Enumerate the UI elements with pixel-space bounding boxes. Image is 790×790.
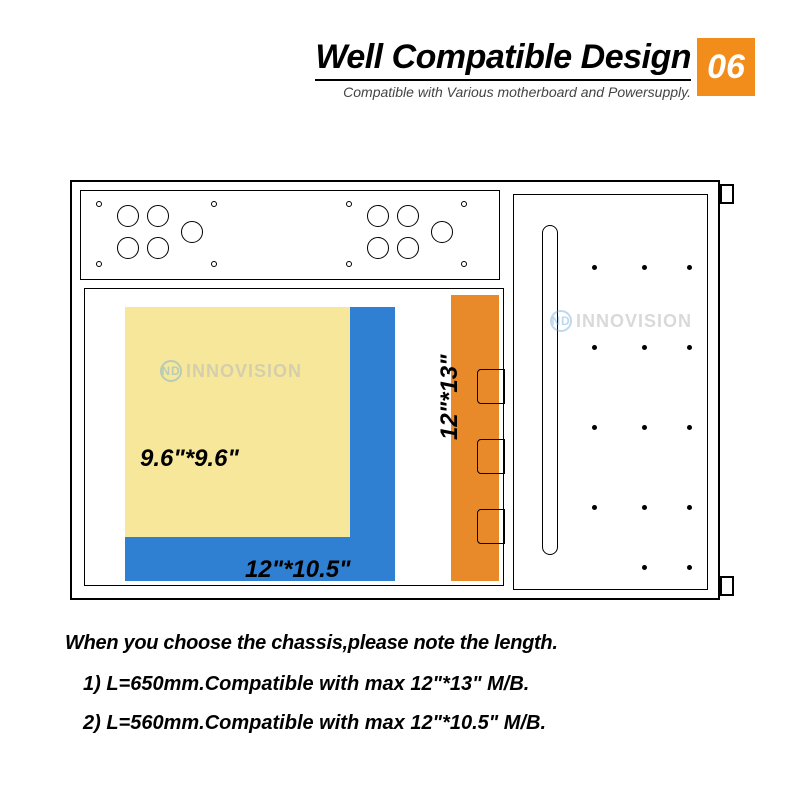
page-subtitle: Compatible with Various motherboard and … <box>315 84 691 100</box>
standoff-dot-icon <box>642 505 647 510</box>
standoff-dot-icon <box>687 505 692 510</box>
fan-bracket-icon <box>477 509 505 544</box>
cable-slot <box>542 225 558 555</box>
mount-hole-icon <box>367 237 389 259</box>
standoff-dot-icon <box>642 265 647 270</box>
watermark-text: INNOVISION <box>576 311 692 332</box>
standoff-dot-icon <box>592 425 597 430</box>
mount-hole-icon <box>367 205 389 227</box>
watermark: ND INNOVISION <box>160 360 302 382</box>
rack-ear-bottom <box>720 576 734 596</box>
footer-option-1: 1) L=650mm.Compatible with max 12"*13" M… <box>83 673 725 696</box>
screw-hole-icon <box>461 261 467 267</box>
chassis-outline <box>70 180 720 600</box>
fan-bracket-icon <box>477 439 505 474</box>
chassis-diagram: 9.6"*9.6" 12"*10.5" 12"*13" ND INNOVISIO… <box>70 180 720 600</box>
header: Well Compatible Design Compatible with V… <box>315 38 755 100</box>
mb-label-yellow: 9.6"*9.6" <box>140 445 239 473</box>
watermark-text: INNOVISION <box>186 361 302 382</box>
standoff-dot-icon <box>642 425 647 430</box>
mount-hole-icon <box>147 237 169 259</box>
standoff-dot-icon <box>687 565 692 570</box>
footer-option-2: 2) L=560mm.Compatible with max 12"*10.5"… <box>83 712 725 735</box>
mount-hole-icon <box>117 205 139 227</box>
standoff-dot-icon <box>687 265 692 270</box>
rack-ear-top <box>720 184 734 204</box>
drive-cage <box>513 194 708 590</box>
watermark: ND INNOVISION <box>550 310 692 332</box>
psu-fan-panel <box>80 190 500 280</box>
watermark-logo-icon: ND <box>160 360 182 382</box>
screw-hole-icon <box>211 201 217 207</box>
screw-hole-icon <box>346 261 352 267</box>
header-text-block: Well Compatible Design Compatible with V… <box>315 38 691 100</box>
page-title: Well Compatible Design <box>315 38 691 81</box>
standoff-dot-icon <box>592 505 597 510</box>
mount-hole-icon <box>397 205 419 227</box>
screw-hole-icon <box>211 261 217 267</box>
standoff-dot-icon <box>592 265 597 270</box>
standoff-dot-icon <box>592 345 597 350</box>
mount-hole-icon <box>397 237 419 259</box>
mb-label-orange: 12"*13" <box>436 355 464 441</box>
screw-hole-icon <box>346 201 352 207</box>
mount-hole-icon <box>431 221 453 243</box>
standoff-dot-icon <box>687 345 692 350</box>
standoff-dot-icon <box>642 565 647 570</box>
screw-hole-icon <box>96 201 102 207</box>
standoff-dot-icon <box>687 425 692 430</box>
mb-size-yellow <box>125 307 350 537</box>
mb-label-blue: 12"*10.5" <box>245 556 351 584</box>
standoff-dot-icon <box>642 345 647 350</box>
section-number-badge: 06 <box>697 38 755 96</box>
fan-bracket-icon <box>477 369 505 404</box>
mount-hole-icon <box>181 221 203 243</box>
watermark-logo-icon: ND <box>550 310 572 332</box>
screw-hole-icon <box>461 201 467 207</box>
footer-notes: When you choose the chassis,please note … <box>65 632 725 751</box>
mount-hole-icon <box>147 205 169 227</box>
footer-headline: When you choose the chassis,please note … <box>65 632 725 655</box>
mount-hole-icon <box>117 237 139 259</box>
screw-hole-icon <box>96 261 102 267</box>
